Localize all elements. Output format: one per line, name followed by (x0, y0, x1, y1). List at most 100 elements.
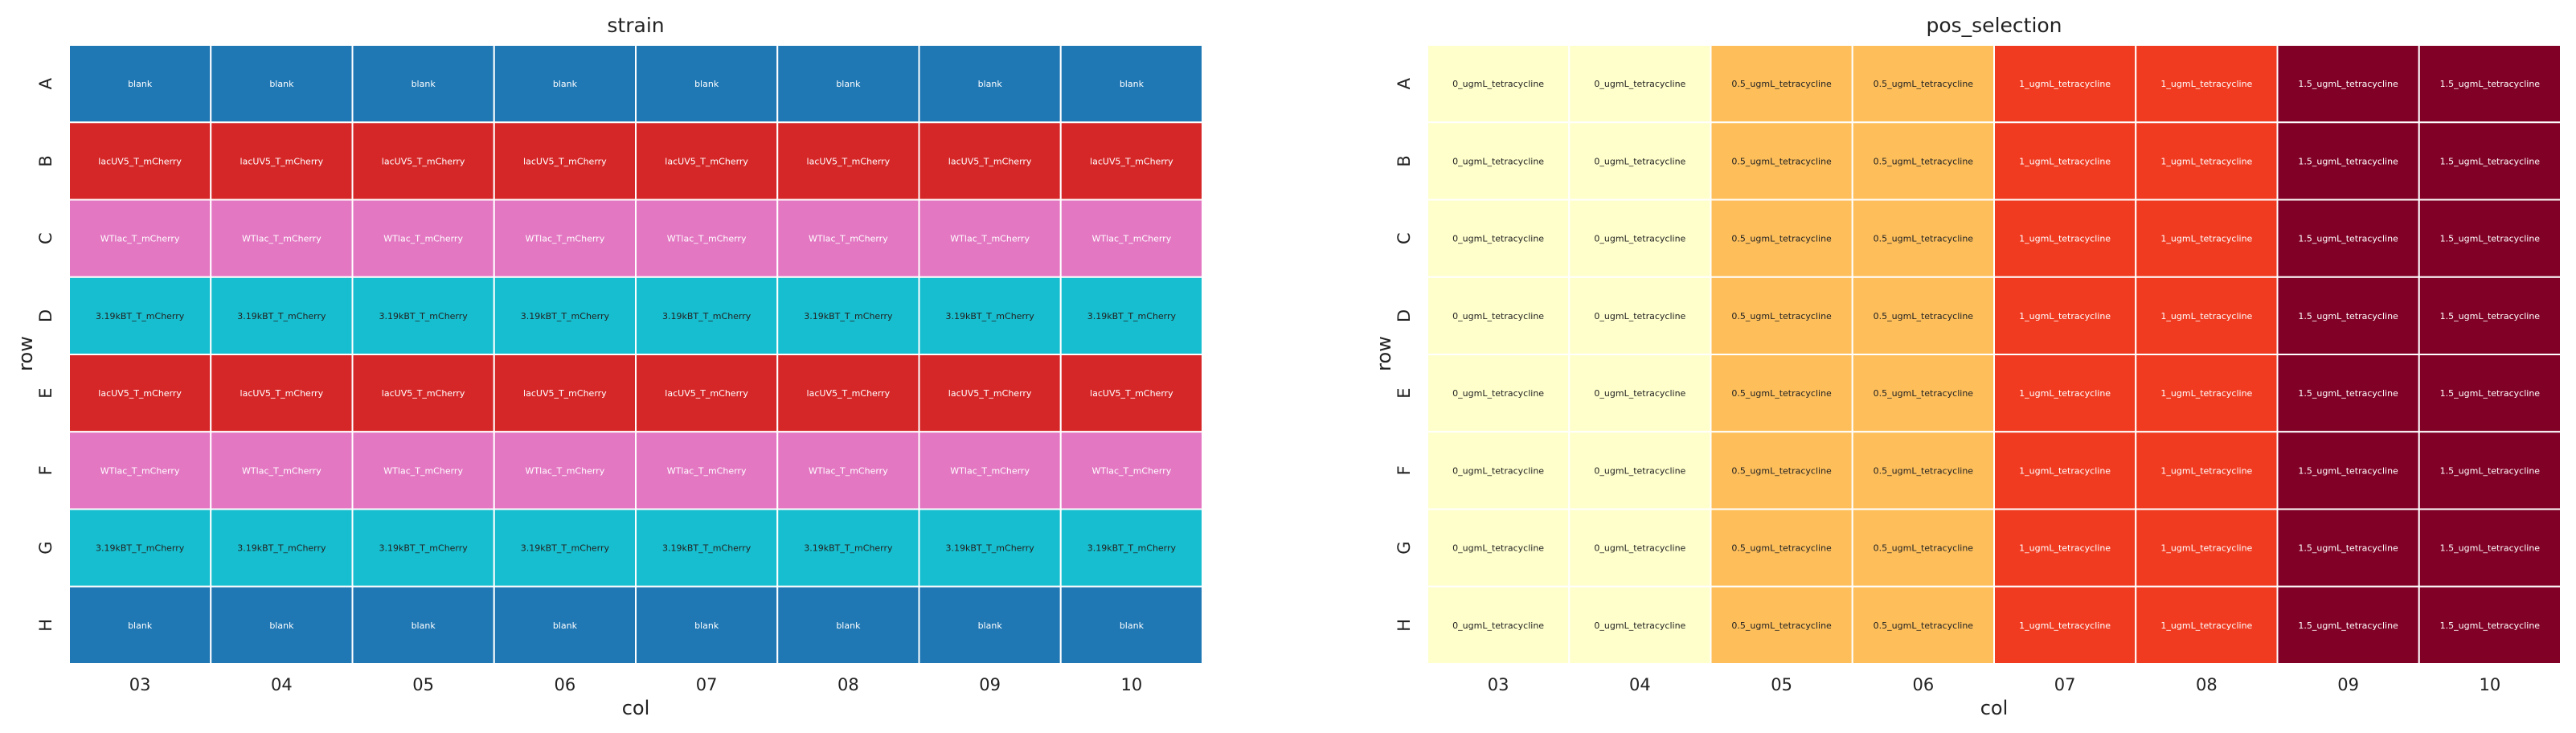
heatmap-cell-C05: WTlac_T_mCherry (351, 199, 495, 278)
cell-rect (493, 44, 637, 124)
heatmap-cell-D07: 3.19kBT_T_mCherry (635, 276, 779, 355)
heatmap-cell-H05: blank (351, 585, 495, 665)
cell-rect (918, 276, 1062, 355)
cell-value-label: 0_ugmL_tetracycline (1452, 465, 1544, 476)
heatmap-cell-D09: 1.5_ugmL_tetracycline (2276, 276, 2420, 355)
heatmap-cell-H03: blank (68, 585, 212, 665)
y-axis-label: row (1373, 336, 1395, 371)
cell-value-label: WTlac_T_mCherry (383, 465, 463, 476)
cell-value-label: WTlac_T_mCherry (242, 234, 321, 244)
cell-value-label: 0.5_ugmL_tetracycline (1874, 311, 1974, 321)
heatmap-cell-C04: 0_ugmL_tetracycline (1568, 199, 1712, 278)
heatmap-cell-A03: blank (68, 44, 212, 124)
cell-value-label: lacUV5_T_mCherry (665, 388, 748, 399)
cell-value-label: WTlac_T_mCherry (242, 465, 321, 476)
cell-value-label: WTlac_T_mCherry (809, 465, 888, 476)
heatmap-cell-G06: 3.19kBT_T_mCherry (493, 508, 637, 588)
heatmap-cell-G04: 3.19kBT_T_mCherry (210, 508, 354, 588)
heatmap-cell-H09: 1.5_ugmL_tetracycline (2276, 585, 2420, 665)
heatmap-cell-G10: 1.5_ugmL_tetracycline (2418, 508, 2562, 588)
cell-value-label: 0_ugmL_tetracycline (1452, 234, 1544, 244)
y-tick-label-C: C (1394, 232, 1414, 244)
cell-rect (776, 585, 920, 665)
heatmap-cell-H08: 1_ugmL_tetracycline (2135, 585, 2279, 665)
heatmap-cell-E03: lacUV5_T_mCherry (68, 354, 212, 433)
cell-rect (68, 199, 212, 278)
cell-value-label: 0_ugmL_tetracycline (1594, 234, 1685, 244)
cell-value-label: WTlac_T_mCherry (100, 465, 180, 476)
x-axis-label: col (1980, 697, 2009, 719)
heatmap-cell-C06: WTlac_T_mCherry (493, 199, 637, 278)
cell-value-label: lacUV5_T_mCherry (523, 388, 607, 399)
heatmap-cell-B08: lacUV5_T_mCherry (776, 121, 920, 201)
cell-rect (1851, 431, 1995, 510)
cell-rect (776, 508, 920, 588)
cell-rect (1059, 585, 1203, 665)
heatmap-cell-E09: lacUV5_T_mCherry (918, 354, 1062, 433)
cell-value-label: WTlac_T_mCherry (526, 234, 605, 244)
heatmap-cell-C05: 0.5_ugmL_tetracycline (1710, 199, 1853, 278)
heatmap-cell-D06: 0.5_ugmL_tetracycline (1851, 276, 1995, 355)
cell-rect (2276, 585, 2420, 665)
heatmap-cell-C03: WTlac_T_mCherry (68, 199, 212, 278)
cell-value-label: blank (978, 620, 1003, 631)
y-tick-label-A: A (36, 77, 55, 89)
heatmap-cell-D09: 3.19kBT_T_mCherry (918, 276, 1062, 355)
cell-value-label: lacUV5_T_mCherry (98, 156, 182, 166)
cell-rect (493, 121, 637, 201)
cell-value-label: 0.5_ugmL_tetracycline (1731, 311, 1832, 321)
cell-rect (1059, 44, 1203, 124)
cell-rect (1851, 44, 1995, 124)
chart-title-pos-selection: pos_selection (1926, 14, 2062, 37)
heatmap-cell-F04: 0_ugmL_tetracycline (1568, 431, 1712, 510)
cell-rect (1851, 121, 1995, 201)
y-tick-label-E: E (1394, 387, 1414, 398)
cell-rect (2135, 44, 2279, 124)
heatmap-cell-A03: 0_ugmL_tetracycline (1427, 44, 1571, 124)
heatmap-cell-B03: lacUV5_T_mCherry (68, 121, 212, 201)
heatmap-cell-G09: 1.5_ugmL_tetracycline (2276, 508, 2420, 588)
cell-value-label: 1.5_ugmL_tetracycline (2440, 234, 2541, 244)
cell-rect (2276, 354, 2420, 433)
cell-value-label: 1_ugmL_tetracycline (2160, 465, 2252, 476)
cell-value-label: 0_ugmL_tetracycline (1594, 79, 1685, 89)
heatmap-cell-F03: 0_ugmL_tetracycline (1427, 431, 1571, 510)
heatmap-cell-E09: 1.5_ugmL_tetracycline (2276, 354, 2420, 433)
heatmap-cell-E10: lacUV5_T_mCherry (1059, 354, 1203, 433)
cell-value-label: 0.5_ugmL_tetracycline (1731, 620, 1832, 631)
cell-rect (1568, 354, 1712, 433)
cell-value-label: 1.5_ugmL_tetracycline (2298, 234, 2398, 244)
heatmap-cell-A09: 1.5_ugmL_tetracycline (2276, 44, 2420, 124)
heatmap-cell-B09: 1.5_ugmL_tetracycline (2276, 121, 2420, 201)
heatmap-cell-F10: WTlac_T_mCherry (1059, 431, 1203, 510)
cell-rect (1993, 199, 2137, 278)
x-axis-label: col (622, 697, 650, 719)
cell-value-label: 3.19kBT_T_mCherry (662, 543, 752, 554)
cell-value-label: lacUV5_T_mCherry (948, 388, 1032, 399)
cell-rect (776, 44, 920, 124)
heatmap-cell-B04: lacUV5_T_mCherry (210, 121, 354, 201)
heatmap-cell-H07: blank (635, 585, 779, 665)
cell-rect (1568, 44, 1712, 124)
heatmap-cell-A05: 0.5_ugmL_tetracycline (1710, 44, 1853, 124)
heatmap-cell-B05: 0.5_ugmL_tetracycline (1710, 121, 1853, 201)
heatmap-cell-B10: 1.5_ugmL_tetracycline (2418, 121, 2562, 201)
cell-rect (210, 431, 354, 510)
cell-rect (210, 508, 354, 588)
cell-value-label: 0.5_ugmL_tetracycline (1731, 234, 1832, 244)
cell-value-label: 0_ugmL_tetracycline (1452, 543, 1544, 554)
strain-heatmap-panel: strain blank blank blank blank blank blank bla… (14, 14, 1203, 719)
cell-value-label: lacUV5_T_mCherry (523, 156, 607, 166)
x-tick-label-07: 07 (696, 675, 718, 694)
x-tick-label-05: 05 (1771, 675, 1792, 694)
cell-value-label: 1_ugmL_tetracycline (2019, 388, 2111, 399)
heatmap-cell-E03: 0_ugmL_tetracycline (1427, 354, 1571, 433)
cell-value-label: 3.19kBT_T_mCherry (662, 311, 752, 321)
x-tick-label-08: 08 (838, 675, 859, 694)
y-tick-labels: A B C D E F G H (36, 77, 55, 631)
cell-rect (1568, 121, 1712, 201)
cell-value-label: 1.5_ugmL_tetracycline (2440, 543, 2541, 554)
cell-value-label: 1_ugmL_tetracycline (2160, 388, 2252, 399)
cell-value-label: lacUV5_T_mCherry (665, 156, 748, 166)
